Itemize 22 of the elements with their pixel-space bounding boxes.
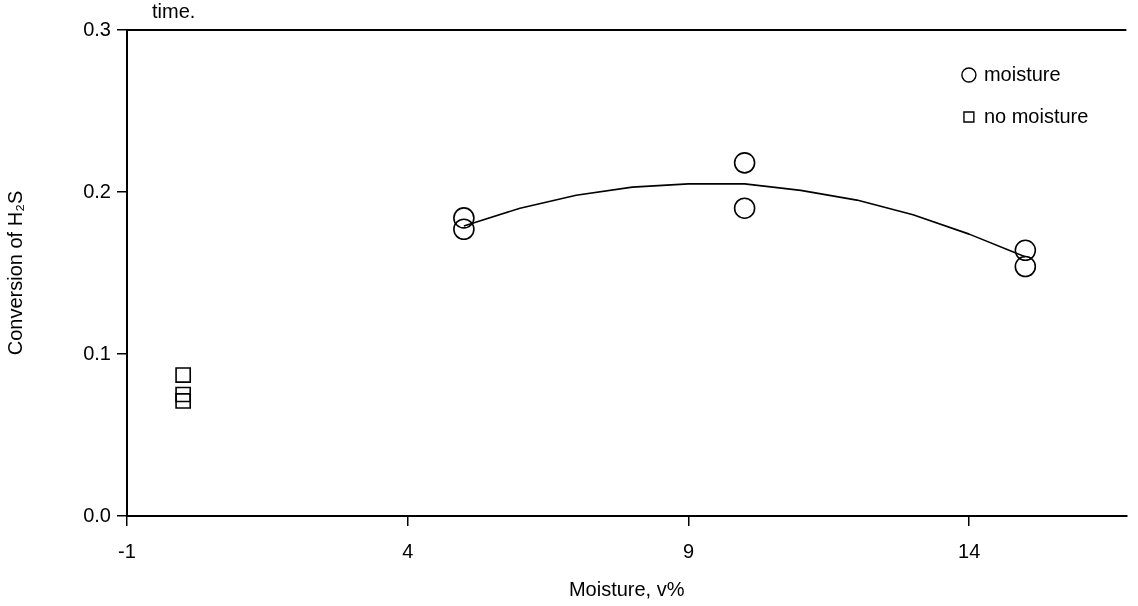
point (733, 152, 756, 174)
point (175, 367, 192, 383)
y-tick-label: 0.0 (83, 503, 111, 526)
x-tick-label: 14 (958, 539, 981, 562)
point (175, 393, 192, 409)
x-axis-title: Moisture, v% (568, 577, 685, 600)
point (1014, 255, 1037, 278)
text: time. (152, 0, 196, 22)
legend-label: moisture (983, 62, 1061, 85)
y-tick-label: 0.2 (83, 179, 111, 202)
x-tick-label: 9 (682, 539, 695, 562)
y-tick-label: 0.1 (83, 341, 111, 364)
point (453, 207, 475, 229)
y-axis-title: Conversion of H₂S (3, 190, 26, 356)
legend-label: no moisture (983, 104, 1089, 127)
point (733, 197, 756, 219)
x-tick-label: -1 (118, 539, 136, 562)
x-tick-label: 4 (402, 539, 414, 562)
y-tick-label: 0.3 (83, 17, 111, 40)
point (453, 218, 475, 241)
point (1014, 239, 1037, 262)
point (175, 386, 192, 403)
